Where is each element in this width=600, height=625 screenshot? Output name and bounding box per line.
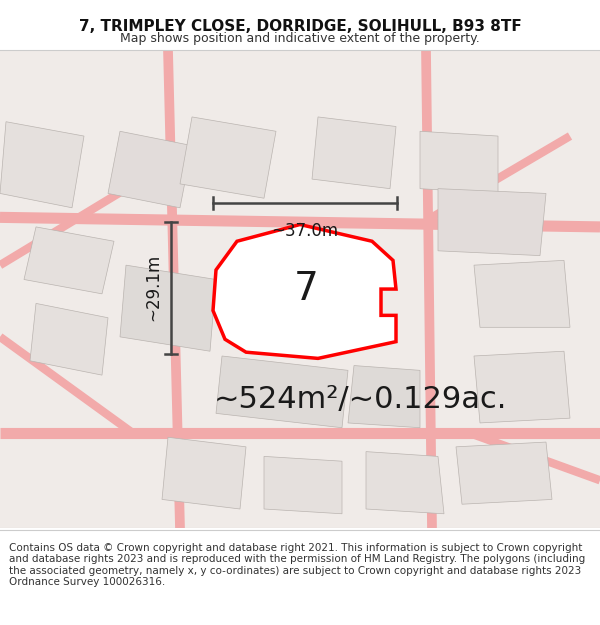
Polygon shape [456, 442, 552, 504]
Polygon shape [108, 131, 192, 208]
Text: ~29.1m: ~29.1m [144, 254, 162, 321]
Text: 7, TRIMPLEY CLOSE, DORRIDGE, SOLIHULL, B93 8TF: 7, TRIMPLEY CLOSE, DORRIDGE, SOLIHULL, B… [79, 19, 521, 34]
Text: 7: 7 [293, 270, 319, 308]
Polygon shape [312, 117, 396, 189]
Text: Map shows position and indicative extent of the property.: Map shows position and indicative extent… [120, 32, 480, 45]
Polygon shape [162, 438, 246, 509]
Polygon shape [348, 366, 420, 428]
Polygon shape [474, 261, 570, 328]
Polygon shape [213, 224, 396, 358]
Polygon shape [0, 122, 84, 208]
Polygon shape [420, 131, 498, 194]
Polygon shape [180, 117, 276, 198]
Text: ~37.0m: ~37.0m [272, 222, 338, 240]
Text: Contains OS data © Crown copyright and database right 2021. This information is : Contains OS data © Crown copyright and d… [9, 542, 585, 588]
Text: ~524m²/~0.129ac.: ~524m²/~0.129ac. [214, 384, 506, 414]
Polygon shape [438, 189, 546, 256]
Polygon shape [216, 356, 348, 428]
Polygon shape [120, 265, 216, 351]
Polygon shape [264, 456, 342, 514]
Polygon shape [24, 227, 114, 294]
Polygon shape [366, 452, 444, 514]
Polygon shape [30, 303, 108, 375]
Polygon shape [474, 351, 570, 423]
